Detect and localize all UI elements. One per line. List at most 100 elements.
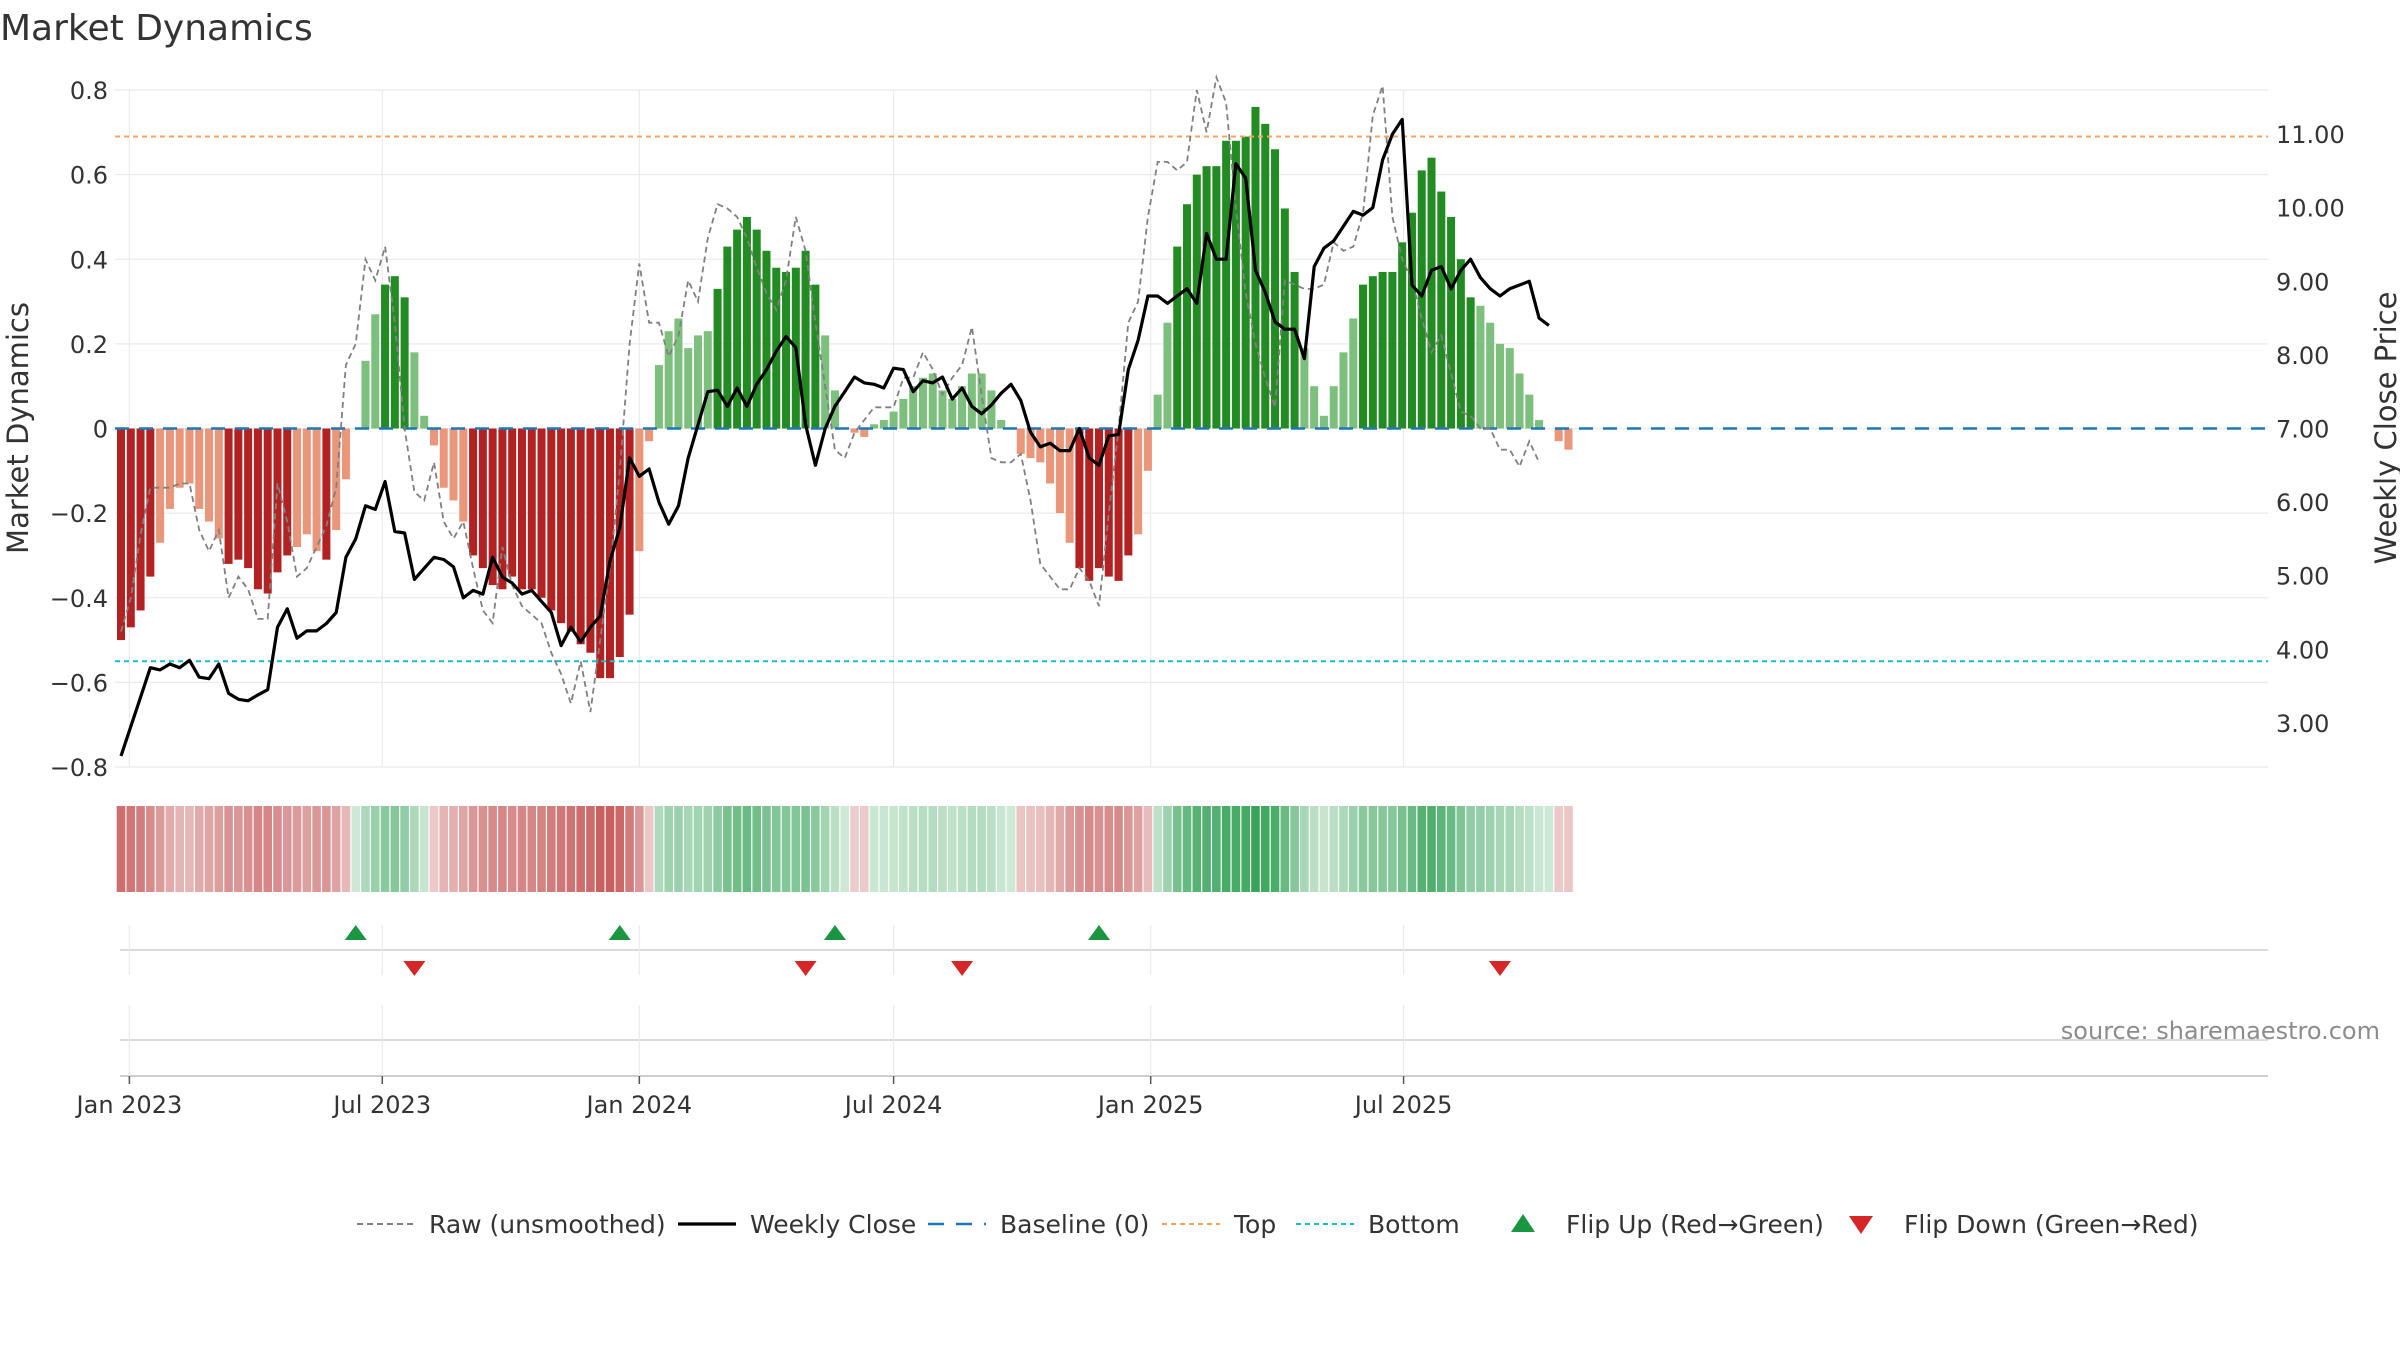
heat-cell [1309,806,1319,892]
dynamics-bar [1339,352,1348,429]
heat-cell [693,806,703,892]
legend-swatch-flip-down [1849,1216,1873,1234]
x-tick-label: Jan 2024 [584,1091,692,1119]
dynamics-bar [195,428,204,509]
heat-cell [1006,806,1016,892]
dynamics-bar [136,428,145,611]
heat-cell [850,806,859,892]
heat-cell [419,806,429,892]
heat-cell [996,806,1006,892]
heat-cell [664,806,673,892]
dynamics-bar [1163,322,1172,429]
legend-label: Raw (unsmoothed) [429,1210,666,1239]
heat-cell [899,806,908,892]
dynamics-bar [322,428,331,560]
heat-cell [341,806,351,892]
dynamics-bar [214,428,223,539]
heat-cell [713,806,722,892]
dynamics-bar [224,428,233,564]
dynamics-bar [1437,191,1446,429]
dynamics-bar [156,428,165,543]
dynamics-bar [332,428,341,531]
heat-cell [1133,806,1143,892]
dynamics-bar [205,428,214,522]
heat-cell [1192,806,1202,892]
dynamics-bar [1055,428,1064,514]
heat-cell [390,806,400,892]
heat-cell [537,806,546,892]
y-right-tick-label: 6.00 [2276,489,2329,517]
dynamics-bar [635,428,644,552]
dynamics-bar [850,428,859,433]
y-right-tick-label: 10.00 [2276,195,2345,223]
heat-cell [1564,806,1573,892]
heat-cell [331,806,341,892]
heat-cell [292,806,302,892]
dynamics-bar [918,377,927,429]
heat-cell [957,806,967,892]
heat-cell [194,806,204,892]
dynamics-bar [762,250,771,429]
dynamics-bar [1085,428,1094,581]
heat-cell [1221,806,1231,892]
dynamics-bar [1427,157,1436,429]
heat-cell [566,806,576,892]
heat-cell [1485,806,1495,892]
y-left-tick-label: −0.4 [50,585,108,613]
heat-cell [879,806,889,892]
dynamics-bar [312,428,321,552]
heat-cell [507,806,517,892]
heat-cell [801,806,810,892]
heat-cell [517,806,527,892]
heat-cell [732,806,742,892]
heat-cell [635,806,644,892]
dynamics-bar [1378,271,1387,429]
dynamics-bar [439,428,448,488]
dynamics-bar [420,415,429,429]
heat-cell [214,806,224,892]
heat-cell [605,806,615,892]
heat-cell [458,806,468,892]
heat-cell [1153,806,1162,892]
dynamics-bar [997,420,1006,429]
dynamics-bar [713,288,722,429]
dynamics-bar [889,411,898,429]
dynamics-bar [1114,428,1123,581]
flip-down-marker [403,961,426,976]
y-right-tick-label: 9.00 [2276,268,2329,296]
y-left-tick-label: 0 [93,416,108,444]
dynamics-bar [576,428,585,645]
dynamics-bar [987,390,996,429]
heat-cell [1270,806,1280,892]
y-right-tick-label: 3.00 [2276,710,2329,738]
dynamics-bar [1134,428,1143,535]
dynamics-bar [1280,208,1289,429]
heat-cell [811,806,820,892]
dynamics-bar [821,335,830,429]
dynamics-bar [733,229,742,429]
heat-cell [439,806,449,892]
flip-markers [120,925,2268,1077]
heat-cell [370,806,380,892]
heat-cell [224,806,233,892]
dynamics-bar [478,428,487,569]
heat-cell [488,806,497,892]
dynamics-bar [1359,284,1368,429]
dynamics-bar [527,428,536,590]
heat-cell [302,806,312,892]
heat-cell [1280,806,1290,892]
heat-cell [175,806,184,892]
heat-cell [586,806,595,892]
dynamics-bar [1388,271,1397,429]
dynamics-bar [185,428,194,484]
heat-cell [498,806,507,892]
dynamics-bar [283,428,292,556]
heat-cell [840,806,850,892]
dynamics-bar [1417,170,1426,429]
dynamics-bar [1329,386,1338,429]
heat-cell [253,806,263,892]
dynamics-bar [1143,428,1152,471]
heat-cell [781,806,791,892]
heat-cell [1515,806,1524,892]
y-right-tick-label: 5.00 [2276,563,2329,591]
